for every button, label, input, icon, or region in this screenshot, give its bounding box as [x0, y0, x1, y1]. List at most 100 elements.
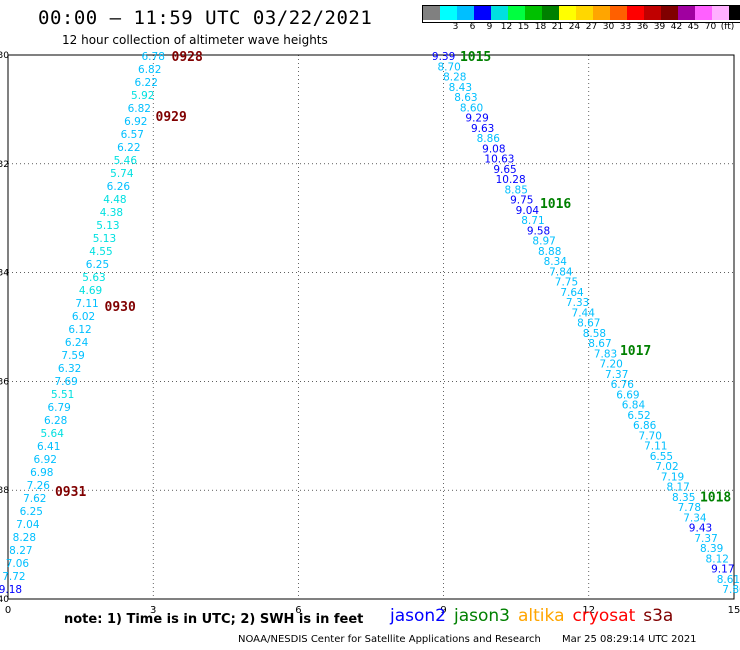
wave-height-point: 8.58: [583, 328, 606, 340]
color-swatch: [593, 6, 610, 20]
color-swatch: [474, 6, 491, 20]
wave-height-point: 9.63: [471, 123, 494, 135]
wave-height-point: 6.92: [124, 116, 147, 128]
wave-height-point: 8.61: [717, 574, 740, 586]
wave-height-point: 4.48: [103, 194, 126, 206]
footer-credit: NOAA/NESDIS Center for Satellite Applica…: [238, 634, 541, 645]
legend-jason3: jason3: [454, 606, 510, 626]
x-tick-label: 9: [440, 605, 446, 616]
wave-height-point: 6.78: [142, 51, 165, 63]
color-scale-label: 9: [486, 22, 493, 32]
color-swatch: [627, 6, 644, 20]
wave-height-point: 9.75: [510, 195, 533, 207]
wave-height-point: 6.26: [107, 181, 131, 193]
color-scale-label: 36: [636, 22, 649, 32]
wave-height-point: 7.26: [27, 480, 51, 492]
wave-height-point: 4.69: [79, 285, 102, 297]
color-scale-label: 21: [551, 22, 564, 32]
wave-height-point: 7.04: [16, 519, 40, 531]
page-title: 00:00 – 11:59 UTC 03/22/2021: [38, 7, 373, 29]
wave-height-point: 6.02: [72, 311, 95, 323]
pass-time-label: 0930: [105, 300, 136, 315]
color-scale-label: 18: [534, 22, 547, 32]
wave-height-point: 5.64: [41, 428, 65, 440]
wave-height-point: 7.11: [644, 441, 667, 453]
color-scale-label: 33: [619, 22, 632, 32]
wave-height-point: 9.17: [711, 564, 734, 576]
wave-height-point: 7.33: [566, 297, 589, 309]
pass-time-labels: 0928 0929 0930 0931 1015 1016 1017 1018: [55, 50, 731, 506]
wave-height-point: 6.82: [138, 64, 161, 76]
wave-height-point: 10.28: [496, 174, 526, 186]
wave-height-point: 7.75: [555, 277, 578, 289]
wave-height-point: 5.13: [93, 233, 116, 245]
wave-height-point: 8.60: [460, 102, 483, 114]
color-swatch: [440, 6, 457, 20]
wave-height-point: 6.25: [86, 259, 109, 271]
wave-height-point: 4.38: [100, 207, 123, 219]
legend-s3a: s3a: [643, 606, 674, 626]
x-tick-label: 12: [582, 605, 595, 616]
wave-height-point: 8.39: [700, 543, 723, 555]
y-tick-label: -30: [0, 51, 9, 61]
wave-height-point: 6.57: [121, 129, 144, 141]
wave-height-point: 4.55: [89, 246, 112, 258]
wave-height-point: 7.62: [23, 493, 46, 505]
color-scale-label: 30: [602, 22, 615, 32]
y-tick-label: -36: [0, 377, 9, 387]
color-swatch: [508, 6, 525, 20]
color-scale-label: 12: [500, 22, 513, 32]
wave-height-point: 5.74: [110, 168, 134, 180]
x-tick-label: 3: [150, 605, 156, 616]
wave-height-point: 7.86: [722, 584, 740, 596]
wave-height-point: 9.04: [516, 205, 540, 217]
wave-height-point: 8.28: [13, 532, 36, 544]
color-scale-label: 6: [469, 22, 476, 32]
color-swatch: [678, 6, 695, 20]
wave-height-point: 9.43: [689, 523, 712, 535]
wave-height-point: 7.83: [594, 348, 617, 360]
wave-height-point: 7.84: [549, 266, 573, 278]
color-scale: [422, 5, 740, 23]
wave-height-point: 6.92: [34, 454, 57, 466]
wave-height-point: 8.35: [672, 492, 695, 504]
wave-height-point: 6.86: [633, 420, 657, 432]
y-tick-label: -32: [0, 160, 9, 170]
wave-height-point: 6.79: [47, 402, 70, 414]
color-swatch: [457, 6, 474, 20]
color-swatch: [525, 6, 542, 20]
wave-height-point: 7.34: [683, 512, 707, 524]
wave-height-point: 7.19: [661, 471, 684, 483]
color-swatch: [610, 6, 627, 20]
color-scale-label: 45: [687, 22, 700, 32]
color-swatch: [576, 6, 593, 20]
wave-height-point: 6.69: [616, 389, 639, 401]
wave-height-point: 6.82: [128, 103, 151, 115]
wave-height-point: 6.25: [20, 506, 43, 518]
pass-time-label: 0928: [172, 50, 203, 65]
color-scale-label: 70: [704, 22, 717, 32]
map-grid: [7, 54, 735, 600]
wave-height-point: 6.55: [650, 451, 673, 463]
wave-height-point: 8.28: [443, 72, 466, 84]
wave-height-point: 8.17: [666, 482, 689, 494]
y-tick-label: -34: [0, 269, 9, 279]
legend-altika: altika: [518, 606, 565, 626]
wave-height-point: 6.12: [68, 324, 91, 336]
wave-height-point: 7.20: [599, 359, 622, 371]
color-swatch: [542, 6, 559, 20]
color-swatch: [491, 6, 508, 20]
wave-height-point: 8.97: [532, 236, 555, 248]
map-axes: 0 3 6 9 12 15 -30 -32 -34 -36 -38 -40: [0, 51, 740, 616]
color-swatch: [423, 6, 440, 20]
wave-height-point: 6.76: [611, 379, 635, 391]
color-scale-label: 3: [452, 22, 459, 32]
wave-height-point: 10.63: [484, 154, 514, 166]
wave-height-point: 8.12: [706, 553, 729, 565]
color-swatch: [559, 6, 576, 20]
wave-height-point: 9.29: [465, 113, 488, 125]
wave-height-point: 6.98: [30, 467, 53, 479]
pass-time-label: 1018: [700, 491, 731, 506]
pass-time-label: 1017: [620, 344, 651, 359]
